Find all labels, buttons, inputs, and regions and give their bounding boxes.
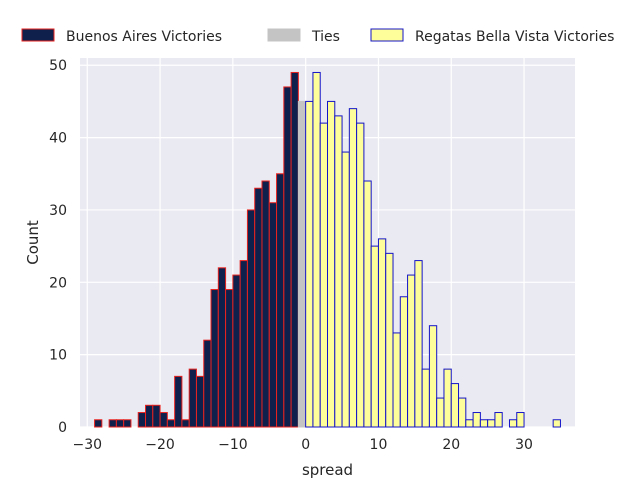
histogram-bar — [399, 296, 409, 428]
histogram-bar — [348, 108, 358, 428]
legend-swatch — [370, 28, 404, 42]
legend-swatch — [21, 28, 55, 42]
legend-label: Regatas Bella Vista Victories — [415, 29, 614, 45]
histogram-bar — [268, 202, 278, 428]
histogram-bar — [123, 419, 132, 428]
y-axis-label: Count — [24, 220, 42, 265]
histogram-bar — [319, 122, 328, 428]
histogram-bar — [494, 412, 503, 428]
x-tick-label: 10 — [370, 437, 388, 453]
histogram-bar — [181, 419, 190, 428]
histogram-bar — [487, 419, 496, 428]
legend: Buenos Aires Victories Ties Regatas Bella … — [21, 28, 614, 45]
y-tick-label: 20 — [49, 275, 67, 291]
x-tick-label: 30 — [515, 437, 533, 453]
y-tick-label: 50 — [49, 58, 67, 74]
y-tick-label: 10 — [49, 348, 67, 364]
histogram-bar — [159, 412, 168, 428]
x-tick-label: 20 — [442, 437, 460, 453]
legend-label: Ties — [311, 29, 340, 45]
histogram-bar — [203, 339, 212, 428]
histogram-bar — [552, 419, 561, 428]
histogram-bar — [246, 209, 256, 428]
histogram-bar — [225, 289, 234, 428]
histogram-bar — [436, 397, 445, 428]
histogram-bar — [428, 325, 438, 428]
histogram-bar — [94, 419, 103, 428]
histogram-bar — [450, 383, 460, 428]
histogram-bar — [472, 412, 481, 428]
histogram-bar — [312, 71, 321, 428]
y-axis-ticks: 0 10 20 30 40 50 — [49, 58, 67, 436]
histogram-bar — [108, 419, 117, 428]
histogram-bar — [385, 252, 394, 428]
histogram-bar — [407, 274, 416, 428]
histogram-bar — [261, 180, 270, 428]
histogram-bar — [166, 419, 176, 428]
histogram-bar — [465, 419, 474, 428]
histogram-bar — [276, 173, 285, 428]
legend-label: Buenos Aires Victories — [66, 29, 222, 45]
histogram-bar — [115, 419, 125, 428]
histogram-bar — [232, 274, 241, 428]
histogram-bar — [188, 368, 197, 428]
histogram-bar — [421, 368, 430, 428]
histogram-bar — [283, 86, 292, 428]
histogram-bar — [479, 419, 489, 428]
histogram-bar — [516, 412, 525, 428]
histogram-bar — [458, 397, 467, 428]
histogram-bar — [145, 404, 154, 428]
histogram-bar — [508, 419, 518, 428]
histogram-bar — [290, 71, 299, 428]
legend-swatch — [267, 28, 301, 42]
histogram-bar — [377, 238, 387, 428]
histogram-bar — [414, 260, 423, 428]
histogram-bar — [356, 122, 365, 428]
histogram-bar — [195, 375, 205, 428]
histogram-bar — [370, 245, 379, 428]
histogram-bar — [334, 115, 343, 428]
histogram-bar — [210, 289, 219, 428]
histogram-bar — [217, 267, 227, 428]
y-tick-label: 30 — [49, 203, 67, 219]
histogram-bar — [363, 180, 372, 428]
histogram-bar — [392, 332, 401, 428]
x-axis-label: spread — [302, 461, 353, 479]
x-tick-label: 0 — [301, 437, 310, 453]
histogram-bar — [239, 260, 248, 428]
histogram-bar — [152, 404, 161, 428]
histogram-bar — [297, 100, 307, 428]
x-axis-ticks: −30 −20 −10 0 10 20 30 — [73, 437, 533, 453]
bars — [94, 71, 561, 428]
x-tick-label: −30 — [73, 437, 103, 453]
y-tick-label: 40 — [49, 131, 67, 147]
histogram-bar — [327, 100, 336, 428]
y-tick-label: 0 — [58, 420, 67, 436]
histogram-bar — [443, 368, 452, 428]
histogram-bar — [305, 100, 314, 428]
histogram-bar — [341, 151, 350, 428]
histogram-bar — [137, 412, 147, 428]
x-tick-label: −20 — [145, 437, 175, 453]
histogram-bar — [254, 187, 263, 428]
histogram-bar — [174, 375, 183, 428]
x-tick-label: −10 — [218, 437, 248, 453]
